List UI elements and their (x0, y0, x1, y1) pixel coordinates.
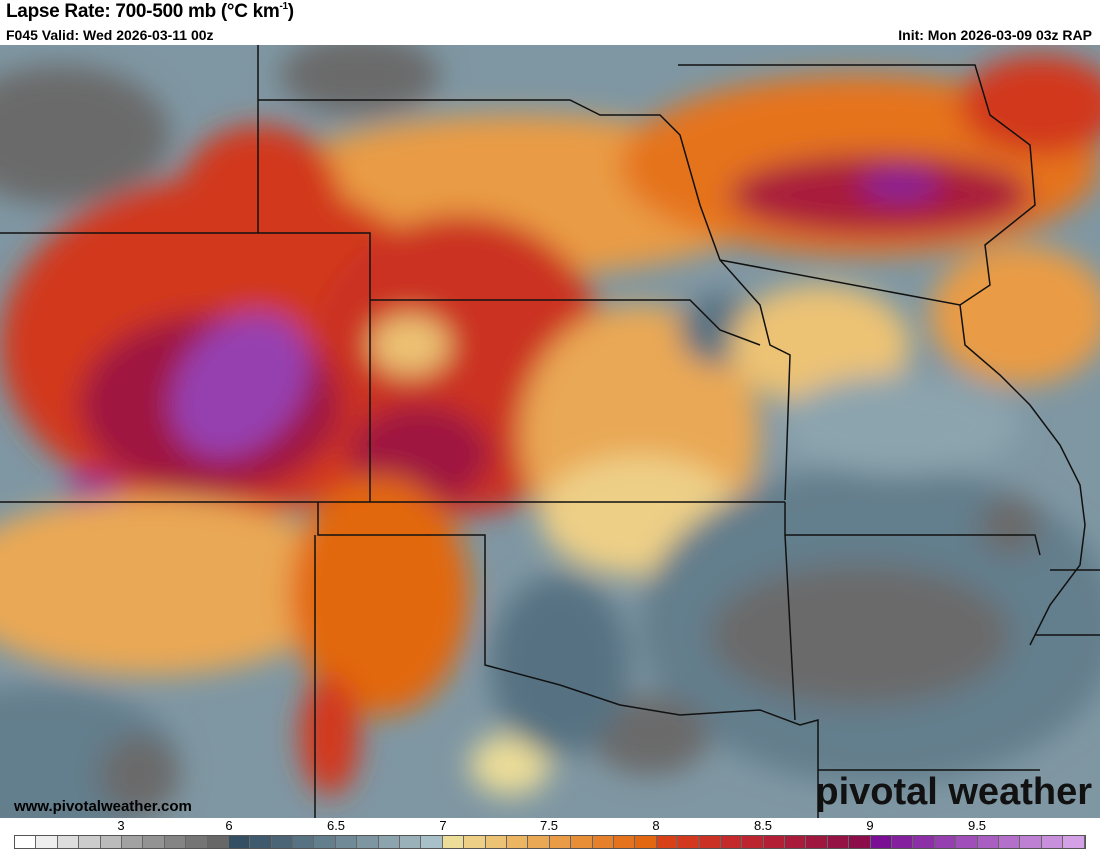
colorbar-tick: 6.5 (326, 818, 346, 833)
colorbar-swatch (485, 836, 507, 848)
colorbar-swatch (335, 836, 358, 848)
colorbar-swatch (1041, 836, 1064, 848)
site-url[interactable]: www.pivotalweather.com (14, 798, 192, 815)
colorbar-swatch (870, 836, 893, 848)
colorbar-swatch (143, 836, 165, 848)
colorbar-swatch (742, 836, 764, 848)
colorbar-swatch (378, 836, 401, 848)
colorbar-swatch (956, 836, 978, 848)
colorbar-swatch (121, 836, 144, 848)
colorbar-swatch (977, 836, 999, 848)
map-title: Lapse Rate: 700-500 mb (°C km-1) (6, 1, 294, 22)
colorbar-swatch (806, 836, 828, 848)
lapse-rate-field (0, 45, 1100, 818)
colorbar-tick: 7 (439, 818, 447, 833)
colorbar-swatch (1063, 836, 1085, 848)
colorbar-swatch (528, 836, 550, 848)
colorbar-tick: 8 (652, 818, 660, 833)
colorbar-swatch (506, 836, 529, 848)
colorbar-swatch (549, 836, 572, 848)
colorbar-swatch (763, 836, 786, 848)
colorbar-swatch (357, 836, 379, 848)
colorbar-swatch (913, 836, 935, 848)
colorbar-tick: 6 (225, 818, 233, 833)
colorbar-swatch (15, 836, 37, 848)
colorbar-tick: 9.5 (967, 818, 987, 833)
colorbar-swatch (400, 836, 422, 848)
colorbar-swatch (892, 836, 914, 848)
colorbar-tick: 9 (866, 818, 874, 833)
colorbar-swatch (57, 836, 80, 848)
colorbar-swatch (314, 836, 336, 848)
colorbar-swatch (998, 836, 1021, 848)
colorbar-swatch (635, 836, 657, 848)
colorbar-swatch (720, 836, 743, 848)
colorbar-swatch (228, 836, 251, 848)
colorbar-tick: 3 (117, 818, 125, 833)
colorbar-swatch (293, 836, 315, 848)
colorbar (14, 835, 1086, 849)
colorbar-swatch (207, 836, 229, 848)
colorbar-tick: 8.5 (753, 818, 773, 833)
colorbar-swatch (464, 836, 486, 848)
colorbar-swatch (592, 836, 614, 848)
colorbar-swatch (613, 836, 636, 848)
state-boundaries (0, 45, 1100, 818)
init-time: Init: Mon 2026-03-09 03z RAP (898, 27, 1092, 43)
lapse-rate-map (0, 45, 1100, 818)
colorbar-swatch (934, 836, 957, 848)
colorbar-swatch (250, 836, 272, 848)
colorbar-swatch (186, 836, 208, 848)
colorbar-swatch (827, 836, 850, 848)
colorbar-swatch (164, 836, 187, 848)
colorbar-swatch (1020, 836, 1042, 848)
colorbar-swatch (79, 836, 101, 848)
colorbar-swatch (849, 836, 871, 848)
valid-time: F045 Valid: Wed 2026-03-11 00z (6, 27, 214, 43)
colorbar-swatch (271, 836, 294, 848)
colorbar-swatch (678, 836, 700, 848)
colorbar-swatch (571, 836, 593, 848)
colorbar-swatch (785, 836, 807, 848)
colorbar-swatch (421, 836, 443, 848)
pivotal-weather-logo: pivotal weather (815, 771, 1092, 813)
colorbar-swatch (442, 836, 465, 848)
colorbar-swatch (656, 836, 679, 848)
colorbar-swatch (699, 836, 721, 848)
colorbar-swatch (100, 836, 122, 848)
colorbar-swatch (36, 836, 58, 848)
colorbar-tick: 7.5 (539, 818, 559, 833)
